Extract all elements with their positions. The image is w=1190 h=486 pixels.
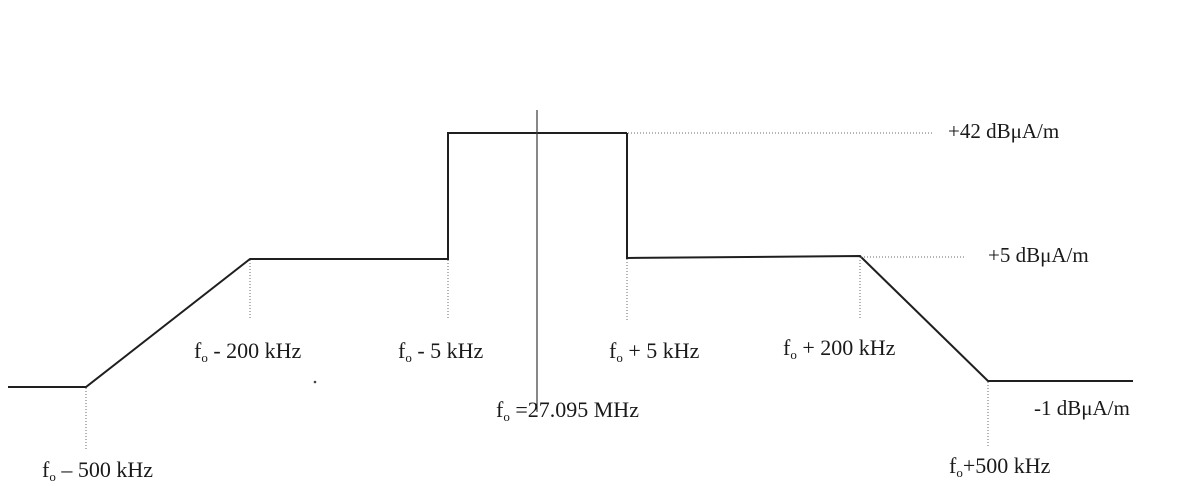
freq-label-fo-center: fo =27.095 MHz [496,397,639,424]
f-letter: f [42,457,50,482]
level-label-42: +42 dBμA/m [948,119,1060,143]
f-subscript: o [790,347,797,362]
freq-label-fo-minus-500: fo – 500 kHz [42,457,153,484]
freq-label-fo-minus-5: fo - 5 kHz [398,338,484,365]
freq-offset: + 5 kHz [628,338,700,363]
f-subscript: o [503,409,510,424]
freq-label-fo-plus-5: fo + 5 kHz [609,338,700,365]
freq-label-fo-plus-200: fo + 200 kHz [783,335,896,362]
f-subscript: o [201,350,208,365]
freq-label-fo-plus-500: fo+500 kHz [949,453,1051,480]
freq-center-value: 27.095 MHz [527,397,639,422]
f-letter: f [496,397,504,422]
mask-left-outline [8,132,627,388]
f-letter: f [609,338,617,363]
scan-dot [313,380,317,384]
f-letter: f [398,338,406,363]
level-label-minus-1: -1 dBμA/m [1034,396,1130,420]
f-letter: f [949,453,957,478]
f-subscript: o [405,350,412,365]
f-subscript: o [616,350,623,365]
f-subscript: o [49,469,56,484]
freq-offset: +500 kHz [962,453,1051,478]
freq-offset: + 200 kHz [802,335,896,360]
f-subscript: o [956,465,963,480]
equals-sign: = [515,397,528,422]
freq-label-fo-minus-200: fo - 200 kHz [194,338,302,365]
level-label-5: +5 dBμA/m [988,243,1089,267]
freq-offset: – 500 kHz [61,457,153,482]
freq-offset: - 5 kHz [417,338,484,363]
freq-offset: - 200 kHz [213,338,302,363]
f-letter: f [194,338,202,363]
mask-right-outline [626,133,1133,382]
f-letter: f [783,335,791,360]
